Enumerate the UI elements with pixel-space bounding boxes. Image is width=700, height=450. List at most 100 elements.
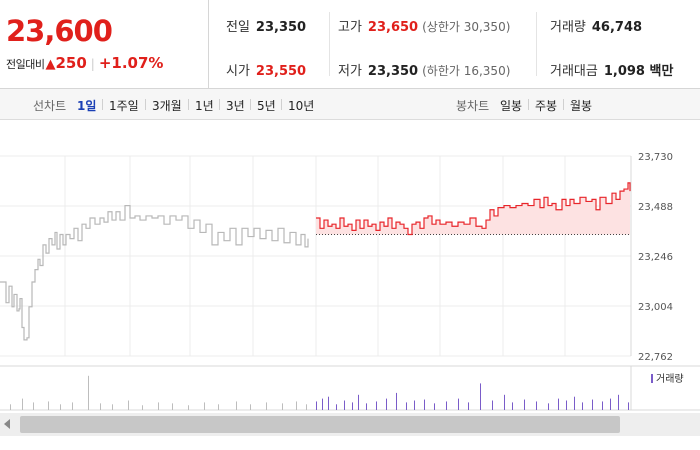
period-10y[interactable]: 10년 — [288, 99, 315, 113]
y-tick-label: 22,762 — [638, 352, 673, 363]
volume-bar — [88, 375, 89, 410]
change-rate: +1.07% — [98, 54, 164, 72]
toolbar-divider — [188, 99, 189, 110]
volume-bar — [358, 394, 359, 410]
volume-bar — [306, 404, 307, 410]
volume-bar — [72, 402, 73, 410]
volume-bar — [406, 402, 407, 410]
volume-bar — [204, 402, 205, 410]
y-tick-label: 23,730 — [638, 152, 673, 163]
current-price-box: 23,600 전일대비▲250 | +1.07% — [0, 0, 209, 88]
volume-bar — [10, 404, 11, 410]
volume-bar — [536, 401, 537, 410]
volume-bar — [610, 398, 611, 410]
period-5y[interactable]: 5년 — [257, 99, 276, 113]
period-1w[interactable]: 1주일 — [109, 99, 139, 113]
volume-bar — [128, 400, 129, 410]
volume-bar — [558, 398, 559, 410]
period-3m[interactable]: 3개월 — [152, 99, 182, 113]
intraday-chart: 23,730 23,488 23,246 23,004 22,762 거래량 — [0, 152, 700, 411]
volume-bar — [434, 403, 435, 410]
scroll-left-arrow-icon[interactable] — [4, 419, 10, 429]
volume-bar — [548, 403, 549, 410]
scroll-thumb[interactable] — [20, 416, 620, 433]
toolbar-divider — [145, 99, 146, 110]
volume-bar — [158, 402, 159, 410]
volume-bar — [100, 403, 101, 410]
volume-bar — [602, 401, 603, 410]
toolbar-divider — [281, 99, 282, 110]
high-label: 고가 — [338, 20, 362, 35]
change-amount: 250 — [55, 54, 87, 72]
volume-bar — [446, 401, 447, 410]
volume-bar — [504, 394, 505, 410]
today-area-fill — [316, 182, 630, 235]
trade-value-label: 거래대금 — [550, 64, 598, 79]
volume-bar — [414, 400, 415, 410]
volume-bar — [582, 402, 583, 410]
y-tick-label: 23,246 — [638, 252, 673, 263]
chart-toolbar: 선차트 1일 1주일 3개월 1년 3년 5년 10년 봉차트 일봉 주봉 월봉 — [0, 89, 700, 120]
volume-bar — [322, 398, 323, 410]
open-label: 시가 — [226, 64, 250, 79]
volume-bar — [316, 401, 317, 410]
open-value: 23,550 — [255, 64, 307, 79]
volume-bar — [618, 394, 619, 410]
volume-bar — [628, 402, 629, 410]
price-change: 전일대비▲250 | +1.07% — [6, 54, 163, 72]
change-divider: | — [90, 57, 95, 71]
volume-bar — [48, 401, 49, 410]
volume-bar — [188, 405, 189, 410]
volume-bar — [112, 404, 113, 410]
volume-bar — [172, 403, 173, 410]
period-1y[interactable]: 1년 — [195, 99, 214, 113]
volume-bar — [574, 396, 575, 410]
volume-bar — [142, 405, 143, 410]
trade-value-value: 1,098 백만 — [603, 64, 674, 79]
candle-weekly[interactable]: 주봉 — [535, 99, 558, 113]
low-stat: 저가 23,350 (하한가 16,350) — [338, 60, 510, 79]
change-label: 전일대비 — [6, 58, 45, 71]
prev-day-line — [0, 204, 309, 341]
open-stat: 시가 23,550 — [226, 60, 306, 79]
high-stat: 고가 23,650 (상한가 30,350) — [338, 16, 510, 35]
candle-daily[interactable]: 일봉 — [500, 99, 523, 113]
volume-bar — [296, 401, 297, 410]
prev-close-value: 23,350 — [255, 20, 307, 35]
volume-bar — [336, 404, 337, 410]
toolbar-divider — [219, 99, 220, 110]
volume-label: 거래량 — [550, 20, 586, 35]
prev-close-stat: 전일 23,350 — [226, 16, 306, 35]
volume-bar — [386, 398, 387, 410]
volume-bar — [566, 400, 567, 410]
trade-value-stat: 거래대금 1,098 백만 — [550, 60, 673, 79]
line-chart-label: 선차트 — [33, 99, 67, 113]
period-3y[interactable]: 3년 — [226, 99, 245, 113]
volume-bar — [22, 398, 23, 410]
volume-bar — [282, 403, 283, 410]
chart-scrollbar[interactable] — [0, 413, 700, 436]
volume-bar — [366, 403, 367, 410]
candle-chart-label: 봉차트 — [456, 99, 490, 113]
y-tick-label: 23,488 — [638, 202, 673, 213]
volume-legend-label: 거래량 — [656, 373, 684, 385]
toolbar-divider — [250, 99, 251, 110]
stat-divider — [329, 12, 330, 76]
volume-bar — [376, 401, 377, 410]
volume-value: 46,748 — [591, 20, 643, 35]
candle-monthly[interactable]: 월봉 — [570, 99, 593, 113]
up-arrow-icon: ▲ — [45, 57, 56, 72]
y-tick-label: 23,004 — [638, 302, 673, 313]
high-value: 23,650 — [367, 20, 419, 35]
volume-bar — [344, 400, 345, 410]
toolbar-divider — [102, 99, 103, 110]
volume-bar — [236, 401, 237, 410]
toolbar-divider — [528, 99, 529, 110]
volume-bar — [512, 402, 513, 410]
volume-legend-swatch — [651, 374, 653, 383]
volume-bar — [468, 402, 469, 410]
volume-bar — [480, 383, 481, 410]
period-1d[interactable]: 1일 — [77, 99, 97, 113]
volume-bar — [396, 392, 397, 410]
stat-divider — [536, 12, 537, 76]
